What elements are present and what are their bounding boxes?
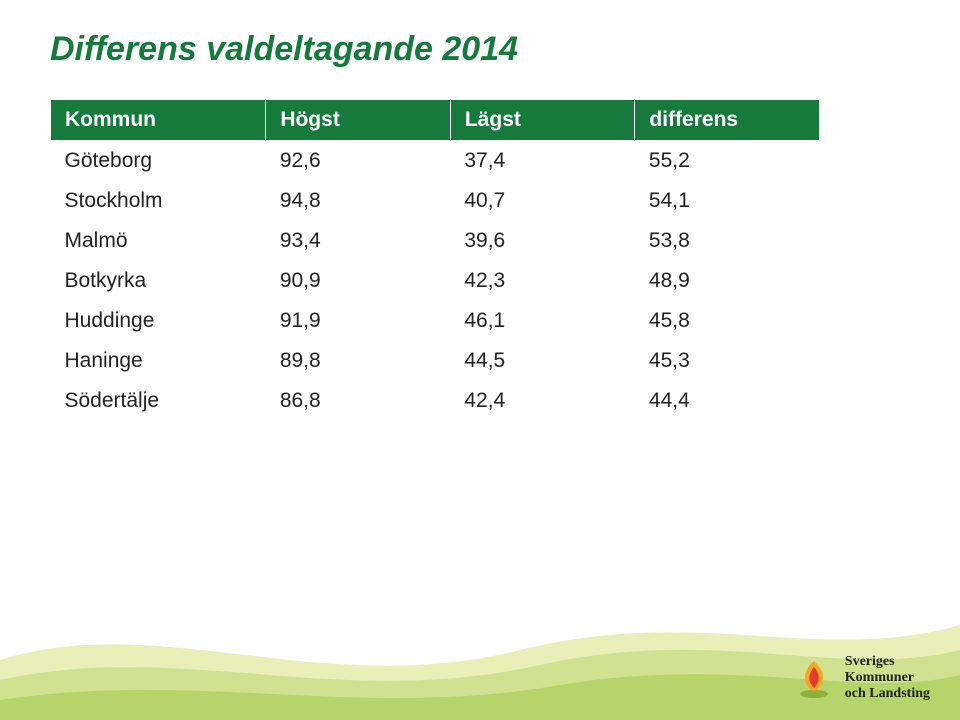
col-lagst: Lägst <box>450 100 635 141</box>
col-kommun: Kommun <box>51 100 266 141</box>
table-row: Stockholm 94,8 40,7 54,1 <box>51 181 820 221</box>
cell-hogst: 90,9 <box>266 261 451 301</box>
cell-kommun: Botkyrka <box>51 261 266 301</box>
flame-icon <box>793 657 835 699</box>
cell-hogst: 86,8 <box>266 381 451 421</box>
cell-hogst: 89,8 <box>266 341 451 381</box>
data-table: Kommun Högst Lägst differens Göteborg 92… <box>50 99 820 421</box>
cell-differens: 45,8 <box>635 301 820 341</box>
cell-hogst: 91,9 <box>266 301 451 341</box>
cell-differens: 48,9 <box>635 261 820 301</box>
cell-lagst: 46,1 <box>450 301 635 341</box>
cell-differens: 44,4 <box>635 381 820 421</box>
logo-line1: Sveriges <box>845 654 930 670</box>
cell-lagst: 40,7 <box>450 181 635 221</box>
cell-lagst: 42,4 <box>450 381 635 421</box>
cell-differens: 53,8 <box>635 221 820 261</box>
cell-lagst: 37,4 <box>450 141 635 182</box>
cell-kommun: Haninge <box>51 341 266 381</box>
cell-kommun: Södertälje <box>51 381 266 421</box>
slide-title: Differens valdeltagande 2014 <box>50 30 920 69</box>
cell-kommun: Göteborg <box>51 141 266 182</box>
cell-differens: 45,3 <box>635 341 820 381</box>
table-header-row: Kommun Högst Lägst differens <box>51 100 820 141</box>
cell-differens: 54,1 <box>635 181 820 221</box>
col-hogst: Högst <box>266 100 451 141</box>
cell-differens: 55,2 <box>635 141 820 182</box>
cell-lagst: 42,3 <box>450 261 635 301</box>
cell-kommun: Stockholm <box>51 181 266 221</box>
cell-hogst: 94,8 <box>266 181 451 221</box>
cell-lagst: 44,5 <box>450 341 635 381</box>
col-differens: differens <box>635 100 820 141</box>
table-row: Huddinge 91,9 46,1 45,8 <box>51 301 820 341</box>
logo-text: Sveriges Kommuner och Landsting <box>845 654 930 702</box>
cell-hogst: 92,6 <box>266 141 451 182</box>
cell-lagst: 39,6 <box>450 221 635 261</box>
table-row: Södertälje 86,8 42,4 44,4 <box>51 381 820 421</box>
table-row: Malmö 93,4 39,6 53,8 <box>51 221 820 261</box>
logo-line3: och Landsting <box>845 686 930 702</box>
logo-line2: Kommuner <box>845 670 930 686</box>
cell-kommun: Huddinge <box>51 301 266 341</box>
table-row: Botkyrka 90,9 42,3 48,9 <box>51 261 820 301</box>
cell-hogst: 93,4 <box>266 221 451 261</box>
skl-logo: Sveriges Kommuner och Landsting <box>793 654 930 702</box>
cell-kommun: Malmö <box>51 221 266 261</box>
table-row: Haninge 89,8 44,5 45,3 <box>51 341 820 381</box>
table-row: Göteborg 92,6 37,4 55,2 <box>51 141 820 182</box>
